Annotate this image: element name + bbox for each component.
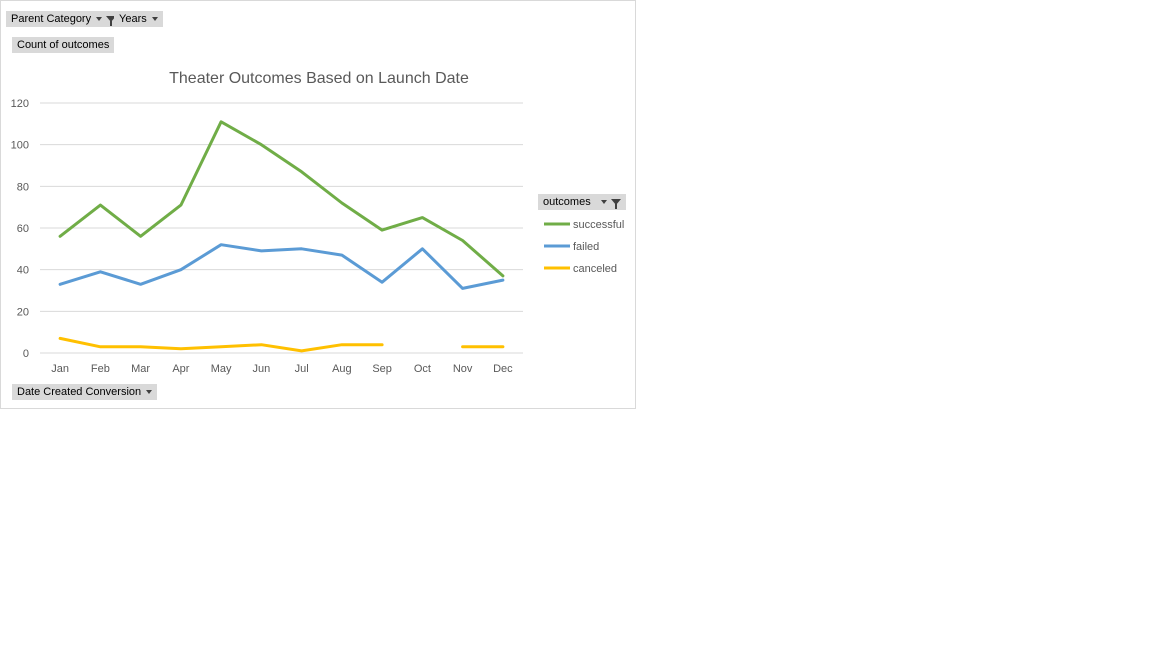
legend-label-canceled: canceled bbox=[573, 263, 617, 275]
legend-label-successful: successful bbox=[573, 219, 624, 231]
series-lines bbox=[58, 120, 505, 353]
x-tick-label: Jan bbox=[51, 363, 69, 375]
x-tick-label: Jun bbox=[253, 363, 271, 375]
y-tick-label: 0 bbox=[23, 348, 29, 360]
axis-field-button[interactable]: Date Created Conversion bbox=[12, 384, 158, 400]
legend-field-button[interactable]: outcomes bbox=[538, 194, 626, 210]
x-tick-label: Mar bbox=[131, 363, 150, 375]
x-tick-label: Aug bbox=[332, 363, 352, 375]
parent-category-label: Parent Category bbox=[11, 13, 92, 25]
filter-icon bbox=[106, 16, 117, 26]
chevron-down-icon bbox=[151, 17, 158, 21]
line-chart: Theater Outcomes Based on Launch Date 0 2… bbox=[11, 70, 625, 375]
y-tick-label: 20 bbox=[17, 306, 29, 318]
axes: 0 20 40 60 80 100 120 Jan Feb Mar Apr May Jun Jul Aug S… bbox=[11, 98, 514, 375]
series-line-failed bbox=[58, 243, 505, 290]
y-tick-label: 40 bbox=[17, 265, 29, 277]
chevron-down-icon bbox=[146, 390, 153, 394]
legend: successful failed canceled bbox=[544, 219, 624, 275]
legend-label-failed: failed bbox=[573, 241, 599, 253]
pivot-chart-area: Parent Category Years Count of outcomes … bbox=[0, 0, 636, 409]
x-tick-label: Sep bbox=[372, 363, 392, 375]
legend-field-label: outcomes bbox=[543, 196, 591, 208]
gridlines bbox=[40, 102, 523, 354]
values-field-button[interactable]: Count of outcomes bbox=[12, 37, 115, 53]
chevron-down-icon bbox=[601, 200, 607, 204]
series-line-successful bbox=[58, 120, 505, 278]
y-tick-label: 100 bbox=[11, 140, 29, 152]
x-tick-label: May bbox=[211, 363, 232, 375]
years-label: Years bbox=[119, 13, 147, 25]
x-tick-label: Feb bbox=[91, 363, 110, 375]
axis-field-label: Date Created Conversion bbox=[17, 386, 142, 398]
values-field-label: Count of outcomes bbox=[17, 39, 110, 51]
chevron-down-icon bbox=[96, 17, 103, 21]
series-line-canceled bbox=[58, 336, 384, 353]
x-tick-label: Apr bbox=[172, 363, 189, 375]
chart-title: Theater Outcomes Based on Launch Date bbox=[169, 70, 469, 87]
x-tick-label: Jul bbox=[295, 363, 309, 375]
years-filter-button[interactable]: Years bbox=[114, 11, 163, 27]
x-tick-label: Dec bbox=[493, 363, 513, 375]
y-tick-label: 120 bbox=[11, 98, 29, 110]
x-tick-label: Oct bbox=[414, 363, 431, 375]
filter-icon bbox=[611, 199, 621, 209]
y-tick-label: 60 bbox=[17, 223, 29, 235]
x-tick-label: Nov bbox=[453, 363, 473, 375]
parent-category-filter-button[interactable]: Parent Category bbox=[6, 11, 122, 27]
y-tick-label: 80 bbox=[17, 181, 29, 193]
